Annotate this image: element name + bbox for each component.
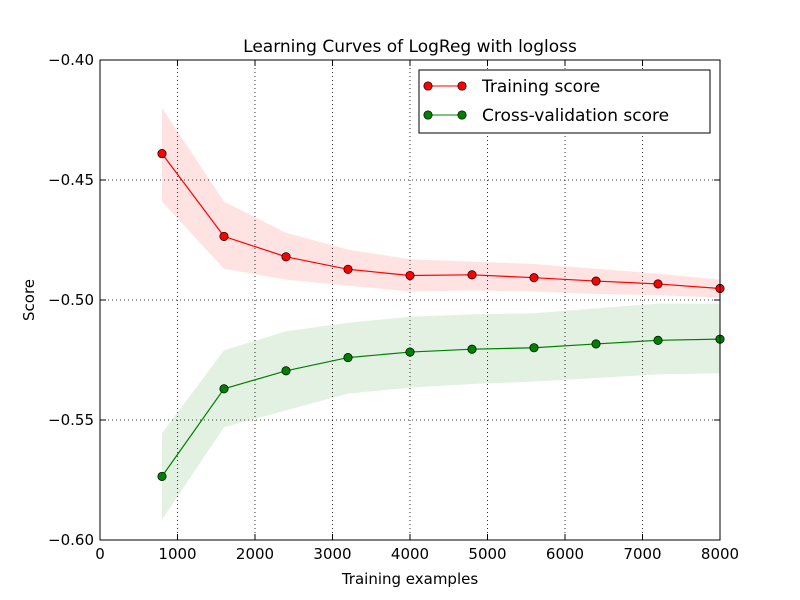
confidence-band-1 <box>162 303 720 520</box>
data-point-1-6 <box>529 343 539 353</box>
confidence-bands <box>162 108 720 520</box>
data-point-1-2 <box>281 366 291 376</box>
legend-cv-label: Cross-validation score <box>482 106 669 126</box>
axis-ticks: 0 1000 2000 3000 4000 5000 6000 7000 8000 −0.40 −0… <box>48 51 739 563</box>
data-point-1-4 <box>405 347 415 357</box>
data-point-0-6 <box>529 273 539 283</box>
data-point-1-3 <box>343 353 353 363</box>
data-point-0-3 <box>343 264 353 274</box>
data-point-1-5 <box>467 344 477 354</box>
legend-cv-marker-left <box>423 110 433 120</box>
grid-lines <box>100 60 720 540</box>
confidence-band-0 <box>162 108 720 298</box>
legend-box <box>418 69 711 134</box>
data-point-0-2 <box>281 252 291 262</box>
legend-training-label: Training score <box>481 77 600 97</box>
data-point-0-4 <box>405 270 415 281</box>
series-lines <box>157 149 725 481</box>
data-point-1-0 <box>157 471 167 481</box>
data-point-1-8 <box>653 335 663 345</box>
y-tick-label: −0.60 <box>48 531 94 549</box>
y-tick-label: −0.40 <box>48 51 94 69</box>
y-tick-label: −0.55 <box>48 411 94 429</box>
legend: Training score Cross-validation score <box>418 69 711 134</box>
data-point-0-0 <box>157 149 167 159</box>
series-line-0 <box>161 153 721 290</box>
x-tick-label: 3000 <box>313 545 351 563</box>
y-axis-label: Score <box>20 279 38 321</box>
y-tick-label: −0.45 <box>48 171 94 189</box>
x-tick-label: 4000 <box>391 545 429 563</box>
x-tick-label: 6000 <box>546 545 584 563</box>
x-tick-label: 8000 <box>701 545 739 563</box>
y-tick-label: −0.50 <box>48 291 94 309</box>
x-axis-label: Training examples <box>341 570 479 588</box>
legend-training-marker-right <box>457 81 467 91</box>
x-tick-label: 7000 <box>623 545 661 563</box>
data-point-0-5 <box>467 270 477 280</box>
legend-cv-marker-right <box>457 110 467 120</box>
series-line-1 <box>161 338 721 477</box>
x-tick-label: 2000 <box>236 545 274 563</box>
data-point-0-1 <box>219 231 229 241</box>
data-point-0-8 <box>653 279 663 289</box>
x-tick-label: 1000 <box>158 545 196 563</box>
data-point-1-7 <box>591 339 601 349</box>
x-tick-label: 5000 <box>468 545 506 563</box>
x-tick-label: 0 <box>95 545 105 563</box>
legend-training-marker-left <box>423 81 433 91</box>
data-point-0-7 <box>591 276 601 286</box>
chart-title: Learning Curves of LogReg with logloss <box>243 37 577 57</box>
data-point-1-1 <box>219 384 229 394</box>
